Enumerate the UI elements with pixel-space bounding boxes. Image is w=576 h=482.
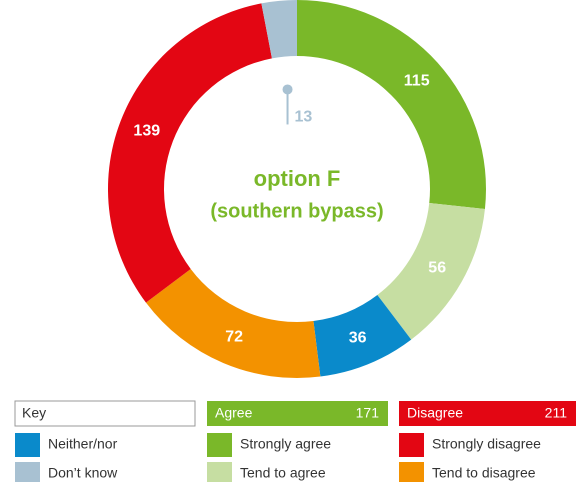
group-header — [399, 401, 576, 426]
data-label: 139 — [133, 122, 160, 139]
pin-head — [282, 84, 293, 95]
data-label: 13 — [295, 109, 313, 126]
legend-label: Strongly disagree — [432, 436, 541, 452]
legend-label: Strongly agree — [240, 436, 331, 452]
donut-segment — [107, 3, 272, 303]
data-label: 36 — [349, 329, 367, 346]
legend-swatch — [399, 462, 424, 482]
legend-swatch — [15, 433, 40, 457]
legend-label: Don’t know — [48, 465, 118, 481]
donut-segment — [377, 203, 485, 340]
legend-label: Neither/nor — [48, 436, 118, 452]
donut-segment — [145, 268, 321, 378]
donut-segment — [313, 294, 412, 377]
legend-label: Tend to disagree — [432, 465, 536, 481]
group-name: Agree — [215, 405, 253, 421]
key-box — [14, 400, 196, 427]
legend-swatch — [399, 433, 424, 457]
group-name: Disagree — [407, 405, 463, 421]
chart-title: option F — [254, 166, 341, 191]
data-label: 115 — [404, 73, 430, 90]
legend-title: Key — [22, 405, 46, 421]
legend-label: Tend to agree — [240, 465, 326, 481]
data-label: 72 — [225, 328, 243, 345]
legend-swatch — [207, 433, 232, 457]
chart-subtitle: (southern bypass) — [210, 200, 383, 222]
group-total: 211 — [545, 405, 568, 421]
donut-segment — [261, 0, 297, 59]
group-total: 171 — [356, 405, 380, 421]
group-header — [207, 401, 388, 426]
legend-swatch — [15, 462, 40, 482]
donut-segment — [297, 0, 487, 209]
data-label: 56 — [428, 259, 446, 276]
legend-swatch — [207, 462, 232, 482]
